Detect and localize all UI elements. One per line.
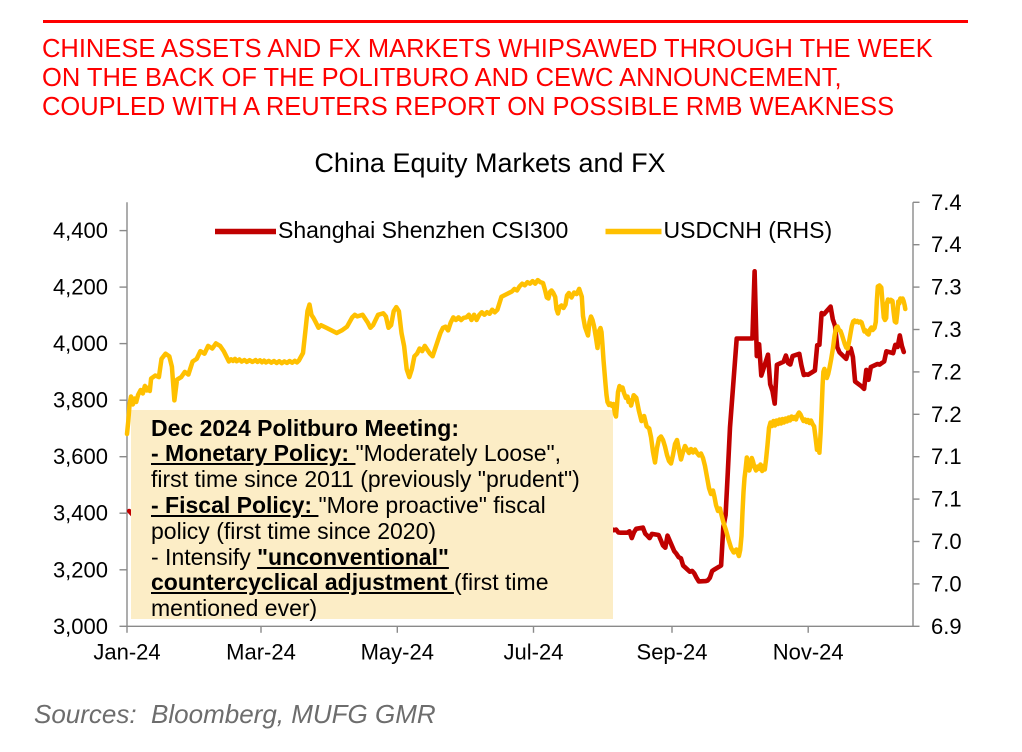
svg-text:Mar-24: Mar-24: [226, 640, 296, 665]
svg-text:7.0: 7.0: [931, 571, 962, 596]
svg-text:7.2: 7.2: [931, 402, 962, 427]
svg-text:3,000: 3,000: [53, 614, 108, 639]
svg-text:3,400: 3,400: [53, 501, 108, 526]
svg-text:3,800: 3,800: [53, 388, 108, 413]
svg-text:3,600: 3,600: [53, 444, 108, 469]
svg-text:7.1: 7.1: [931, 444, 962, 469]
svg-text:7.0: 7.0: [931, 529, 962, 554]
svg-text:4,200: 4,200: [53, 275, 108, 300]
svg-text:7.4: 7.4: [931, 232, 962, 257]
svg-text:7.2: 7.2: [931, 359, 962, 384]
svg-text:3,200: 3,200: [53, 557, 108, 582]
svg-text:USDCNH (RHS): USDCNH (RHS): [664, 217, 833, 243]
svg-text:7.4: 7.4: [931, 190, 962, 215]
svg-text:7.1: 7.1: [931, 487, 962, 512]
svg-text:4,400: 4,400: [53, 218, 108, 243]
svg-text:Shanghai Shenzhen CSI300: Shanghai Shenzhen CSI300: [278, 217, 568, 243]
svg-text:May-24: May-24: [361, 640, 434, 665]
svg-text:Jul-24: Jul-24: [504, 640, 564, 665]
svg-text:6.9: 6.9: [931, 614, 962, 639]
svg-text:7.3: 7.3: [931, 275, 962, 300]
svg-text:Sep-24: Sep-24: [637, 640, 708, 665]
svg-text:Nov-24: Nov-24: [773, 640, 844, 665]
svg-text:4,000: 4,000: [53, 331, 108, 356]
svg-text:7.3: 7.3: [931, 317, 962, 342]
svg-text:Jan-24: Jan-24: [93, 640, 160, 665]
